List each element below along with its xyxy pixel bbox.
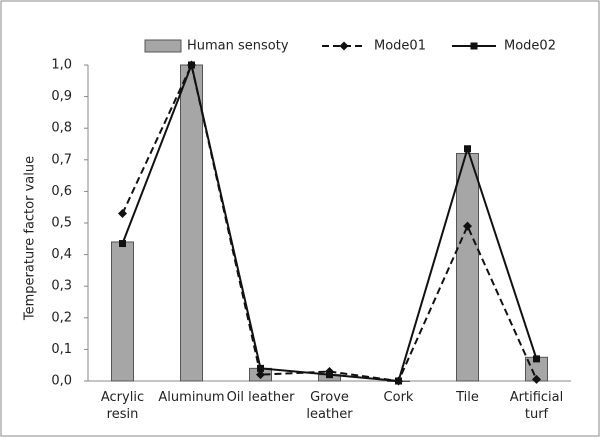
marker — [118, 209, 127, 219]
y-tick-label: 0,9 — [51, 89, 72, 104]
y-tick-label: 0,7 — [51, 152, 72, 167]
marker — [395, 377, 402, 385]
x-tick-label: Tile — [456, 390, 479, 405]
x-tick-label: Grove leather — [306, 390, 353, 422]
y-tick-label: 0,5 — [51, 216, 72, 231]
x-tick-label: Cork — [383, 390, 414, 405]
marker — [326, 371, 333, 379]
y-tick-label: 1,0 — [51, 58, 72, 73]
marker — [188, 61, 195, 69]
legend-label: Mode01 — [374, 39, 426, 54]
x-tick-label: Acrylic resin — [100, 390, 145, 422]
x-tick-label: Artificial turf — [509, 390, 564, 422]
legend-marker — [339, 41, 349, 51]
legend-marker — [470, 42, 478, 50]
marker — [533, 355, 540, 363]
x-tick-label: Aluminum — [158, 390, 225, 405]
x-tick-label: Oil leather — [226, 390, 295, 405]
y-tick-label: 0,1 — [51, 342, 72, 357]
y-tick-label: 0,0 — [51, 374, 72, 389]
marker — [463, 221, 472, 231]
marker — [256, 370, 265, 380]
bar — [111, 241, 134, 382]
legend-swatch — [144, 39, 182, 53]
legend-label: Human sensoty — [187, 39, 289, 54]
marker — [532, 374, 541, 384]
marker — [464, 145, 471, 153]
bar — [456, 152, 479, 382]
y-tick-label: 0,3 — [51, 279, 72, 294]
marker — [257, 364, 264, 372]
y-axis-label: Temperature factor value — [23, 156, 38, 321]
y-tick-label: 0,4 — [51, 247, 72, 262]
bar — [180, 64, 203, 382]
y-tick-label: 0,2 — [51, 310, 72, 325]
y-tick-label: 0,6 — [51, 184, 72, 199]
legend-label: Mode02 — [504, 39, 556, 54]
marker — [119, 240, 126, 248]
y-tick-label: 0,8 — [51, 121, 72, 136]
